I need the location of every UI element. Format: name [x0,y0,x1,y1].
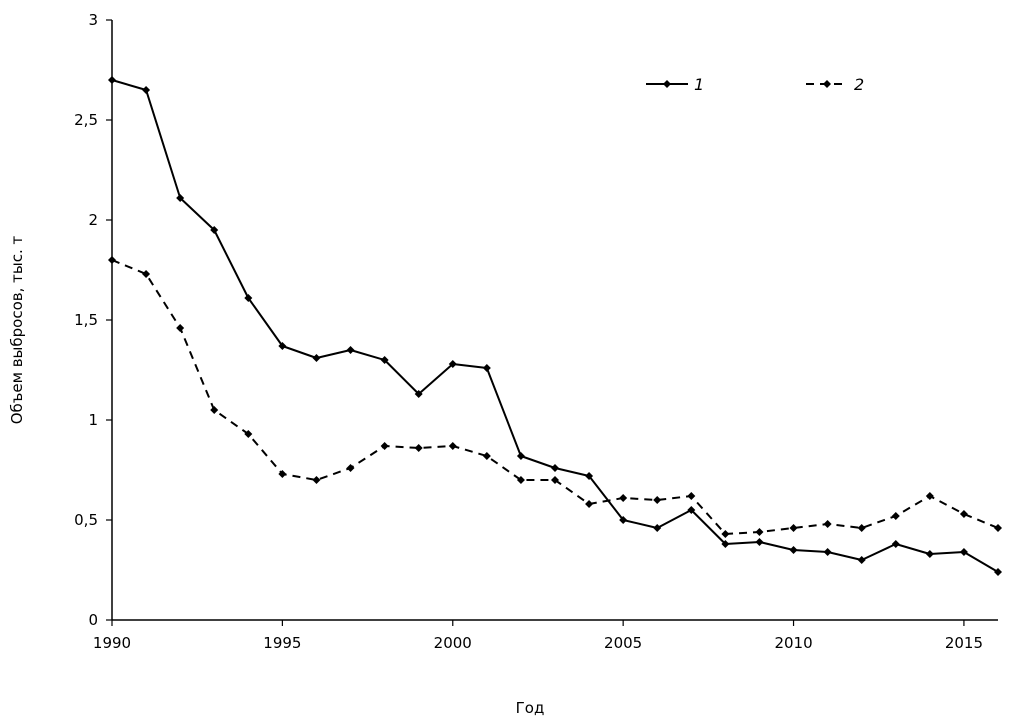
series-1-line [111,79,999,573]
x-tick-label: 2010 [774,634,812,652]
data-point-marker [789,546,798,554]
data-point-marker [210,406,219,414]
x-tick-label: 1990 [93,634,131,652]
data-point-marker [380,442,389,450]
data-point-marker [653,496,662,504]
legend-label: 2 [854,75,864,94]
data-point-marker [891,540,900,548]
legend-item-1: 1 [646,75,704,94]
data-point-marker [482,364,491,372]
y-tick-label: 0 [88,611,98,629]
data-point-marker [551,464,559,472]
data-point-marker [176,194,185,202]
data-point-marker [244,294,253,302]
data-point-marker [448,360,457,368]
data-point-marker [823,520,832,528]
data-point-marker [346,346,355,354]
data-point-marker [346,464,355,472]
y-tick-label: 2 [88,211,98,229]
data-point-marker [585,500,594,508]
data-point-marker [823,548,832,556]
data-point-marker [755,528,764,536]
x-tick-label: 2000 [434,634,472,652]
y-ticks: 0 0,5 1 1,5 2 2,5 3 [74,11,112,629]
x-tick-label: 2015 [945,634,983,652]
y-tick-label: 2,5 [74,111,98,129]
data-point-marker [142,270,151,278]
legend-item-2: 2 [806,75,864,94]
axes [111,20,998,621]
data-point-marker [687,492,696,500]
legend-label: 1 [694,75,704,94]
data-point-marker [176,324,185,332]
x-tick-label: 1995 [263,634,301,652]
data-point-marker [721,540,730,548]
data-point-marker [619,494,628,502]
data-point-marker [959,510,968,518]
legend-marker [823,80,831,88]
y-axis-title: Объем выбросов, тыс. т [8,235,26,424]
x-ticks: 1990 1995 2000 2005 2010 2015 [93,620,983,652]
data-point-marker [994,524,1002,532]
data-point-marker [789,524,798,532]
data-point-marker [959,548,968,556]
data-point-marker [585,472,594,480]
data-point-marker [551,476,559,484]
plot-lines [108,76,1002,576]
data-point-marker [755,538,764,546]
data-point-marker [448,442,457,450]
data-point-marker [482,452,491,460]
data-point-marker [516,476,525,484]
data-point-marker [278,342,287,350]
data-point-marker [619,516,628,524]
y-tick-label: 3 [88,11,98,29]
x-axis-title: Год [516,699,545,717]
data-point-marker [925,550,934,558]
x-tick-label: 2005 [604,634,642,652]
data-point-marker [380,356,389,364]
data-point-marker [414,444,423,452]
data-point-marker [414,390,423,398]
data-point-marker [857,556,866,564]
data-point-marker [721,530,730,538]
data-point-marker [516,452,525,460]
data-point-marker [142,86,151,94]
y-tick-label: 0,5 [74,511,98,529]
data-point-marker [210,226,219,234]
data-point-marker [278,470,287,478]
data-point-marker [925,492,934,500]
data-point-marker [994,568,1002,576]
y-tick-label: 1,5 [74,311,98,329]
series-1 [108,76,1002,576]
data-point-marker [244,430,253,438]
data-point-marker [891,512,900,520]
series-2-line [111,259,999,535]
data-point-marker [687,506,696,514]
y-tick-label: 1 [88,411,98,429]
series-2 [108,256,1002,538]
legend-marker [663,80,671,88]
data-point-marker [312,354,321,362]
data-point-marker [653,524,662,532]
data-point-marker [312,476,321,484]
data-point-marker [857,524,866,532]
